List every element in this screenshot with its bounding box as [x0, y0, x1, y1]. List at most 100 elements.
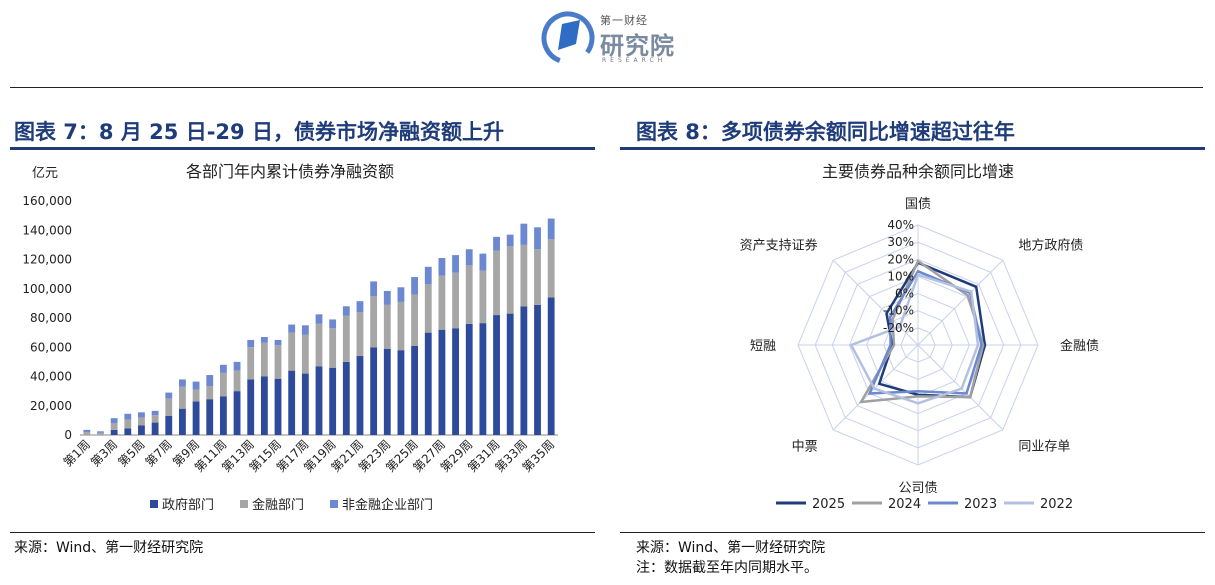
- legend-label: 2023: [964, 497, 997, 512]
- bar-segment: [329, 367, 337, 435]
- bar-segment: [288, 370, 296, 435]
- bar-segment: [479, 323, 487, 435]
- bar-segment: [356, 312, 364, 357]
- bar-segment: [438, 329, 446, 435]
- bar-segment: [452, 255, 459, 273]
- legend-label: 2025: [812, 497, 845, 512]
- radar-axis-label: 公司债: [898, 481, 937, 496]
- bar-segment: [274, 378, 282, 435]
- bar-segment: [506, 313, 514, 435]
- x-tick-label: 第1周: [61, 437, 93, 469]
- bar-segment: [233, 361, 241, 371]
- bar-segment: [383, 290, 391, 305]
- bar-segment: [301, 334, 309, 374]
- bar-segment: [179, 379, 186, 387]
- radar-tick-label: 0%: [895, 287, 914, 301]
- bar-segment: [465, 265, 473, 324]
- bar-segment: [520, 223, 528, 245]
- bar-segment: [534, 304, 541, 435]
- bar-segment: [83, 429, 91, 433]
- bar-segment: [110, 423, 118, 430]
- bar-segment: [315, 366, 323, 435]
- logo-line2: 研究院: [600, 32, 675, 60]
- bar-segment: [247, 339, 255, 348]
- bar-segment: [110, 429, 118, 435]
- bar-segment: [479, 253, 487, 271]
- bar-segment: [397, 301, 405, 351]
- bar-segment: [520, 244, 528, 307]
- legend-label: 金融部门: [252, 497, 304, 513]
- bar-segment: [438, 258, 446, 276]
- bar-segment: [397, 350, 405, 435]
- bar-segment: [192, 401, 200, 435]
- right-title-rule: [620, 147, 1205, 150]
- radar-axis-label: 同业存单: [1018, 439, 1070, 454]
- bar-segment: [124, 428, 132, 435]
- logo-line3: RESEARCH: [602, 57, 667, 64]
- radar-axis-label: 中票: [792, 439, 818, 454]
- y-tick-label: 0: [64, 428, 72, 442]
- bar-segment: [206, 399, 214, 435]
- y-tick-label: 40,000: [30, 370, 72, 384]
- logo-line1: 第一财经: [600, 14, 648, 27]
- legend-swatch: [150, 500, 158, 508]
- bar-segment: [493, 315, 500, 435]
- bar-segment: [151, 410, 159, 416]
- bar-segment: [192, 381, 200, 390]
- bar-segment: [383, 348, 391, 435]
- logo-emblem-icon: [541, 11, 595, 65]
- bar-segment: [124, 413, 132, 420]
- bar-segment: [301, 373, 309, 435]
- bar-segment: [411, 294, 419, 346]
- radar-chart: 主要债券品种余额同比增速 -20% -10% 0% 10% 20% 30% 40% 国债地方政府…: [740, 162, 1099, 512]
- bar-segment: [233, 370, 241, 392]
- bar-segment: [424, 284, 432, 333]
- radar-tick-label: -20%: [883, 321, 914, 335]
- logo: 第一财经 研究院 RESEARCH: [540, 8, 690, 68]
- bar-segment: [179, 408, 186, 435]
- bar-segment: [397, 287, 405, 302]
- bar-segment: [97, 432, 104, 435]
- bar-segment: [479, 270, 487, 324]
- radar-axis-label: 地方政府债: [1018, 238, 1083, 254]
- radar-tick-label: -10%: [883, 304, 914, 318]
- bar-segment: [452, 272, 459, 329]
- bar-segment: [342, 361, 350, 435]
- bar-segment: [97, 431, 104, 433]
- bar-segment: [329, 328, 337, 368]
- bar-segment: [465, 249, 473, 266]
- bar-segment: [315, 323, 323, 367]
- bar-segment: [219, 372, 227, 397]
- y-tick-label: 140,000: [22, 223, 72, 237]
- bar-segment: [520, 306, 528, 435]
- bar-segment: [493, 236, 500, 251]
- bar-segment: [424, 332, 432, 435]
- y-tick-label: 60,000: [30, 340, 72, 354]
- stacked-bar-chart: 各部门年内累计债券净融资额 亿元 0 20,000 40,000 60,000 80,000…: [22, 162, 558, 513]
- radar-tick-label: 30%: [887, 235, 914, 249]
- legend-label: 非金融企业部门: [342, 497, 433, 513]
- left-panel-title: 图表 7：8 月 25 日-29 日，债券市场净融资额上升: [14, 120, 504, 144]
- x-tick-label: 第7周: [143, 437, 175, 469]
- bar-segment: [383, 304, 391, 349]
- bar-segment: [315, 314, 323, 324]
- bar-segment: [411, 277, 419, 295]
- right-bottom-rule: [620, 532, 1205, 533]
- bar-segment: [493, 250, 500, 316]
- legend-label: 2022: [1040, 497, 1073, 512]
- bar-segment: [274, 339, 282, 346]
- header-divider: [10, 87, 1203, 88]
- legend-swatch: [330, 500, 338, 508]
- legend-label: 政府部门: [162, 498, 214, 513]
- bar-segment: [165, 415, 173, 435]
- radar-axis-label: 金融债: [1060, 338, 1099, 354]
- bar-segment: [274, 345, 282, 379]
- y-tick-label: 160,000: [22, 194, 72, 208]
- radar-chart-title: 主要债券品种余额同比增速: [822, 162, 1014, 181]
- radar-axis-label: 国债: [905, 197, 931, 212]
- bar-segment: [206, 375, 214, 387]
- x-tick-label: 第5周: [115, 437, 147, 469]
- radar-tick-label: 10%: [887, 269, 914, 283]
- bar-segment: [370, 281, 378, 297]
- radar-tick-label: 40%: [887, 218, 914, 232]
